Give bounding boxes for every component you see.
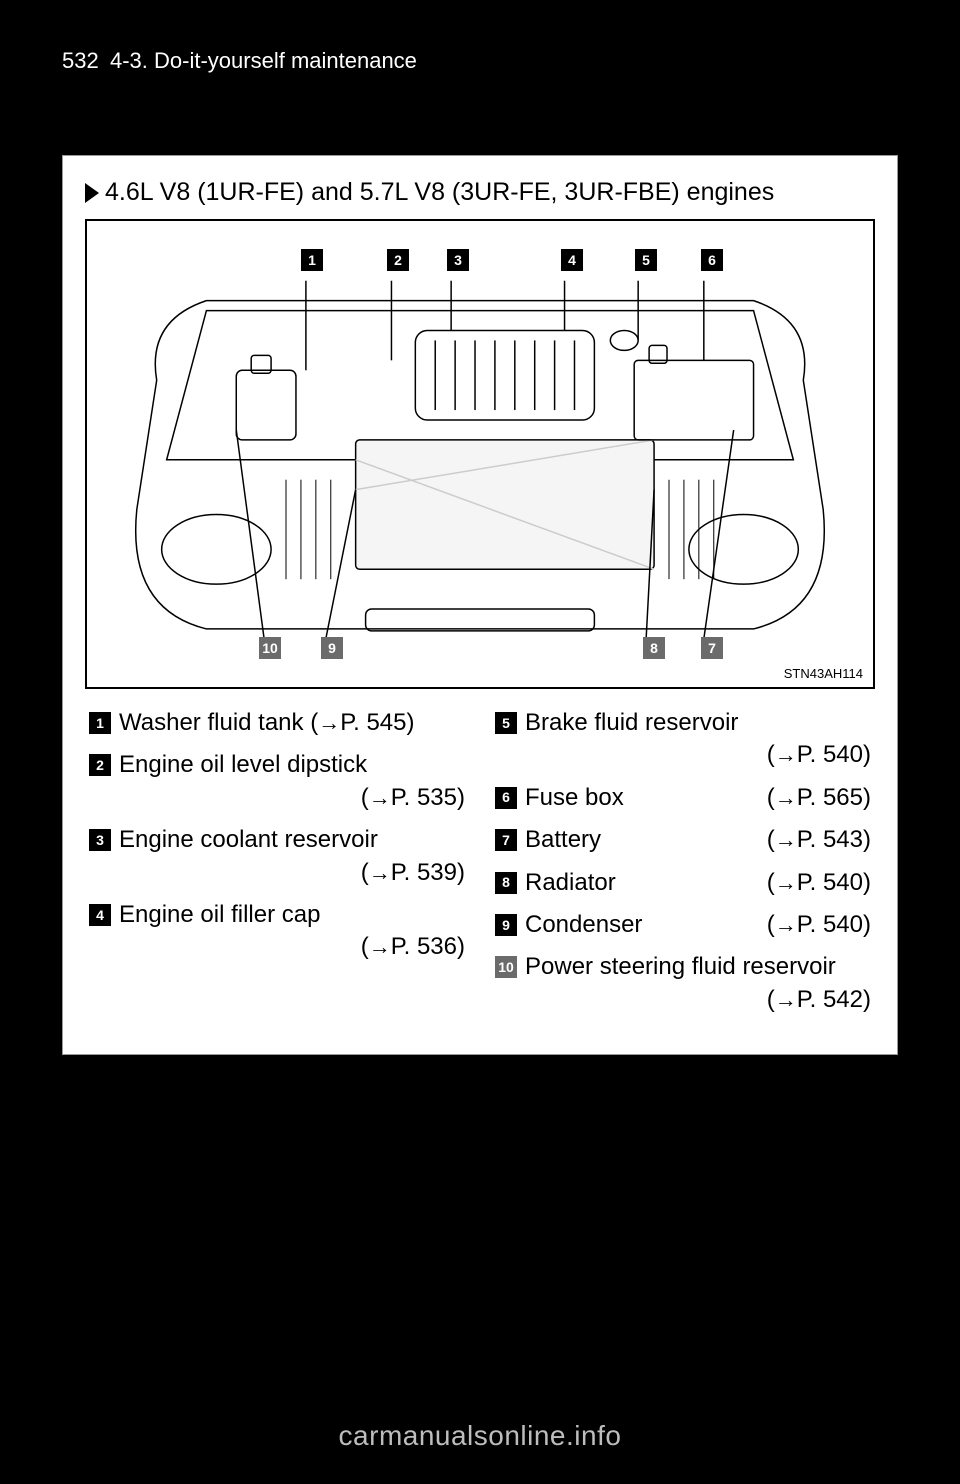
legend-text: Condenser(→P. 540) — [525, 909, 871, 941]
legend-number-box: 8 — [495, 872, 517, 894]
diagram-marker-10: 10 — [259, 637, 281, 659]
legend-text: Radiator(→P. 540) — [525, 867, 871, 899]
triangle-marker-icon — [85, 183, 99, 203]
diagram-marker-2: 2 — [387, 249, 409, 271]
watermark: carmanualsonline.info — [0, 1420, 960, 1452]
legend-item: 6 Fuse box(→P. 565) — [495, 782, 871, 814]
legend-item: 8 Radiator(→P. 540) — [495, 867, 871, 899]
legend-number-box: 3 — [89, 829, 111, 851]
legend-text: Engine oil level dipstick(→P. 535) — [119, 749, 465, 814]
diagram-marker-3: 3 — [447, 249, 469, 271]
diagram-marker-1: 1 — [301, 249, 323, 271]
legend-columns: 1 Washer fluid tank (→P. 545) 2 Engine oil … — [85, 707, 875, 1026]
legend-text: Engine coolant reservoir(→P. 539) — [119, 824, 465, 889]
legend-text: Power steering fluid reservoir(→P. 542) — [525, 951, 871, 1016]
legend-left-column: 1 Washer fluid tank (→P. 545) 2 Engine oil … — [89, 707, 465, 1026]
diagram-marker-6: 6 — [701, 249, 723, 271]
legend-number-box: 7 — [495, 829, 517, 851]
legend-text: Engine oil filler cap(→P. 536) — [119, 899, 465, 964]
legend-text: Fuse box(→P. 565) — [525, 782, 871, 814]
legend-number-box: 5 — [495, 712, 517, 734]
legend-number-box: 10 — [495, 956, 517, 978]
title-row: 4.6L V8 (1UR-FE) and 5.7L V8 (3UR-FE, 3U… — [85, 178, 875, 207]
content-panel: 4.6L V8 (1UR-FE) and 5.7L V8 (3UR-FE, 3U… — [62, 155, 898, 1055]
legend-item: 9 Condenser(→P. 540) — [495, 909, 871, 941]
page-number: 532 — [62, 48, 99, 74]
legend-item: 7 Battery(→P. 543) — [495, 824, 871, 856]
diagram-marker-4: 4 — [561, 249, 583, 271]
legend-item: 1 Washer fluid tank (→P. 545) — [89, 707, 465, 739]
legend-number-box: 1 — [89, 712, 111, 734]
diagram-marker-9: 9 — [321, 637, 343, 659]
legend-item: 4 Engine oil filler cap(→P. 536) — [89, 899, 465, 964]
section-header: 4-3. Do-it-yourself maintenance — [110, 48, 417, 74]
legend-number-box: 6 — [495, 787, 517, 809]
engine-title: 4.6L V8 (1UR-FE) and 5.7L V8 (3UR-FE, 3U… — [105, 178, 774, 207]
legend-item: 10 Power steering fluid reservoir(→P. 542… — [495, 951, 871, 1016]
legend-right-column: 5 Brake fluid reservoir(→P. 540) 6 Fuse box… — [495, 707, 871, 1026]
engine-line-art — [97, 231, 863, 679]
legend-item: 5 Brake fluid reservoir(→P. 540) — [495, 707, 871, 772]
legend-number-box: 2 — [89, 754, 111, 776]
legend-text: Battery(→P. 543) — [525, 824, 871, 856]
legend-item: 2 Engine oil level dipstick(→P. 535) — [89, 749, 465, 814]
legend-text: Brake fluid reservoir(→P. 540) — [525, 707, 871, 772]
diagram-marker-5: 5 — [635, 249, 657, 271]
engine-diagram: 1 2 3 4 5 6 10 9 8 7 STN43AH114 — [85, 219, 875, 689]
legend-number-box: 9 — [495, 914, 517, 936]
diagram-marker-8: 8 — [643, 637, 665, 659]
diagram-marker-7: 7 — [701, 637, 723, 659]
diagram-id: STN43AH114 — [784, 666, 863, 681]
legend-text: Washer fluid tank (→P. 545) — [119, 707, 465, 739]
legend-number-box: 4 — [89, 904, 111, 926]
legend-item: 3 Engine coolant reservoir(→P. 539) — [89, 824, 465, 889]
